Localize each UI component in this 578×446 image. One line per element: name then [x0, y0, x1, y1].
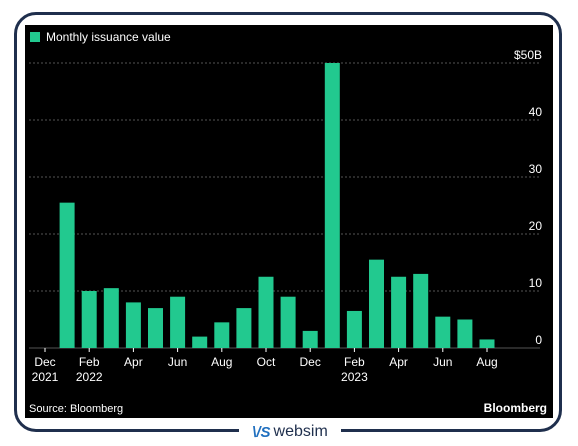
bar-dec-2022 [302, 330, 318, 348]
source-note: Source: Bloomberg [29, 403, 124, 415]
bar-oct-2022 [258, 276, 274, 348]
x-tick-label: Apr [124, 355, 143, 369]
x-tick-label: Jun [433, 355, 452, 369]
websim-label: websim [273, 423, 328, 440]
x-tick-label: Apr [389, 355, 408, 369]
y-tick-label: 40 [529, 105, 543, 119]
x-tick-label: Dec [300, 355, 321, 369]
bar-jul-2023 [457, 319, 473, 348]
websim-logo-icon: \/S [252, 423, 271, 441]
legend: Monthly issuance value [30, 30, 171, 44]
legend-label: Monthly issuance value [46, 30, 171, 44]
y-tick-label: 10 [529, 276, 543, 290]
bar-jan-2022 [59, 202, 75, 348]
bar-feb-2022 [81, 291, 97, 348]
y-tick-label: 20 [529, 219, 543, 233]
bar-aug-2022 [214, 322, 230, 348]
bar-may-2022 [148, 308, 163, 348]
websim-watermark: \/S websim [239, 420, 341, 444]
x-tick-label: Feb [344, 355, 365, 369]
bar-apr-2023 [391, 276, 407, 348]
x-tick-year-label: 2022 [76, 370, 103, 384]
y-tick-label: $50B [514, 48, 542, 62]
x-tick-year-label: 2021 [32, 370, 59, 384]
legend-swatch [30, 32, 40, 42]
bar-aug-2023 [479, 339, 495, 348]
bar-nov-2022 [280, 296, 296, 348]
bar-mar-2022 [103, 288, 119, 348]
bar-jun-2022 [170, 296, 186, 348]
bar-feb-2023 [346, 310, 362, 348]
x-tick-label: Dec [34, 355, 55, 369]
y-tick-label: 0 [535, 333, 542, 347]
y-tick-label: 30 [529, 162, 543, 176]
bar-jul-2022 [192, 336, 208, 348]
bar-jun-2023 [435, 316, 451, 348]
chart-panel: Monthly issuance value $50B 40 30 20 10 0 Dec 2… [25, 25, 553, 418]
x-tick-label: Aug [211, 355, 232, 369]
brand-logo: Bloomberg [483, 401, 547, 415]
x-tick-year-label: 2023 [341, 370, 368, 384]
bar-apr-2022 [125, 302, 141, 348]
bar-sep-2022 [236, 308, 252, 348]
x-tick-label: Feb [79, 355, 100, 369]
bar-mar-2023 [369, 259, 384, 348]
x-tick-label: Aug [476, 355, 497, 369]
bar-jan-2023 [324, 63, 340, 348]
x-tick-label: Oct [257, 355, 276, 369]
bar-may-2023 [413, 273, 429, 348]
x-tick-label: Jun [168, 355, 187, 369]
